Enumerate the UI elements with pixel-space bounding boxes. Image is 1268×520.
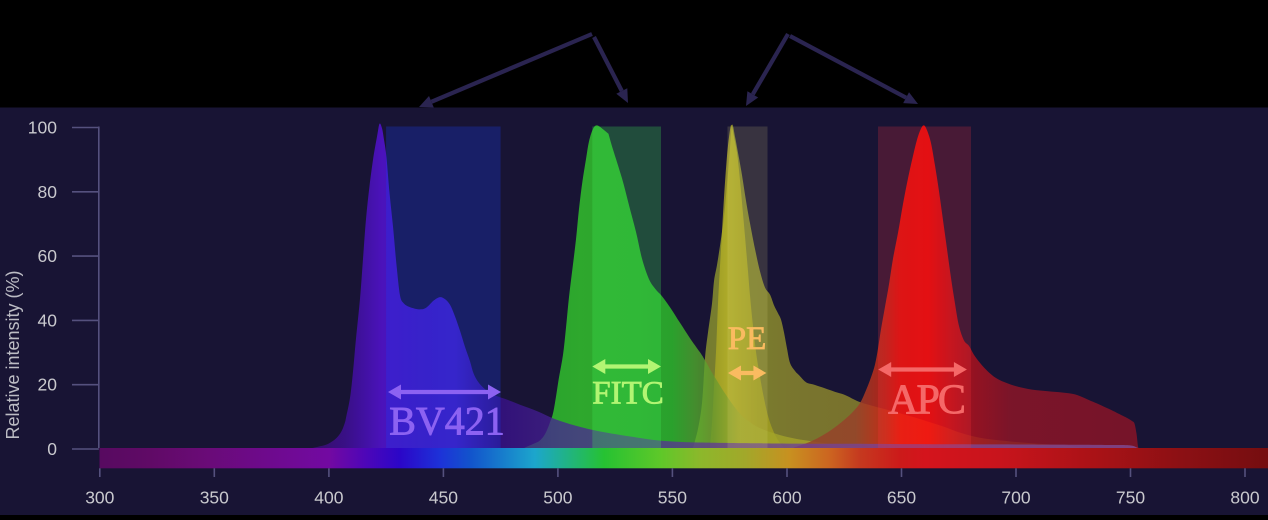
svg-text:450: 450 bbox=[429, 488, 458, 508]
svg-text:40: 40 bbox=[38, 310, 58, 330]
svg-text:350: 350 bbox=[200, 488, 229, 508]
svg-text:600: 600 bbox=[772, 488, 801, 508]
svg-text:550: 550 bbox=[658, 488, 687, 508]
svg-text:700: 700 bbox=[1001, 488, 1030, 508]
svg-text:500: 500 bbox=[543, 488, 572, 508]
svg-text:100: 100 bbox=[28, 118, 57, 138]
svg-text:650: 650 bbox=[887, 488, 916, 508]
svg-text:BV421: BV421 bbox=[389, 399, 505, 444]
svg-text:60: 60 bbox=[38, 246, 58, 266]
svg-text:20: 20 bbox=[38, 375, 58, 395]
svg-text:800: 800 bbox=[1230, 488, 1259, 508]
svg-text:Relative intensity (%): Relative intensity (%) bbox=[3, 270, 23, 439]
svg-text:APC: APC bbox=[888, 378, 964, 424]
svg-text:PE: PE bbox=[728, 321, 767, 357]
svg-text:0: 0 bbox=[47, 439, 57, 459]
svg-text:400: 400 bbox=[314, 488, 343, 508]
svg-text:FITC: FITC bbox=[592, 376, 664, 412]
svg-text:300: 300 bbox=[85, 488, 114, 508]
svg-text:750: 750 bbox=[1116, 488, 1145, 508]
svg-text:80: 80 bbox=[38, 182, 58, 202]
